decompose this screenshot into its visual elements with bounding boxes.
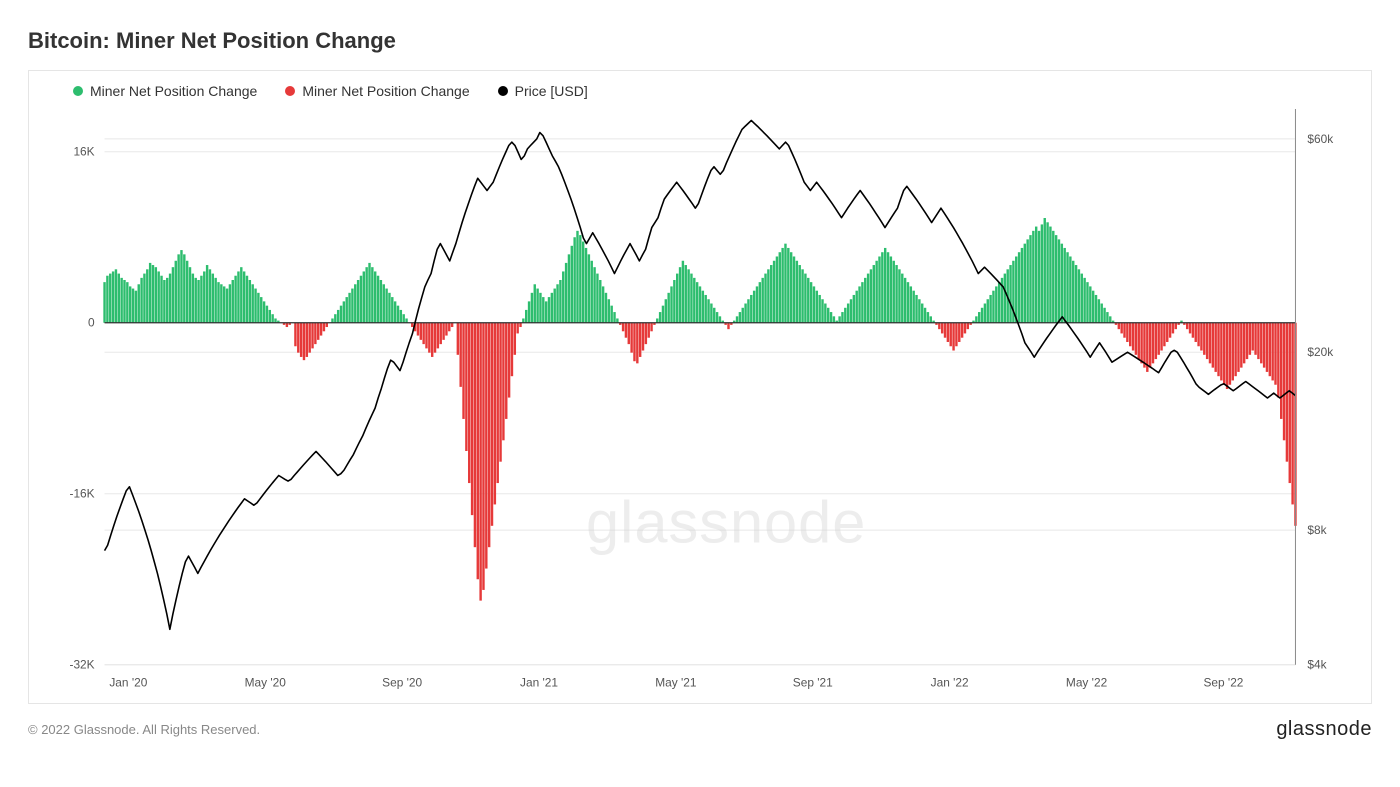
- svg-text:$8k: $8k: [1307, 523, 1326, 537]
- svg-text:Sep '20: Sep '20: [382, 676, 422, 690]
- legend-item-price: Price [USD]: [498, 83, 588, 99]
- legend: Miner Net Position Change Miner Net Posi…: [73, 83, 1355, 99]
- svg-text:Jan '20: Jan '20: [109, 676, 147, 690]
- chart-frame: Miner Net Position Change Miner Net Posi…: [28, 70, 1372, 704]
- svg-text:Sep '22: Sep '22: [1203, 676, 1243, 690]
- svg-text:Jan '22: Jan '22: [931, 676, 969, 690]
- svg-text:Sep '21: Sep '21: [793, 676, 833, 690]
- swatch-dot-black: [498, 86, 508, 96]
- svg-text:$4k: $4k: [1307, 658, 1326, 672]
- chart-title: Bitcoin: Miner Net Position Change: [28, 28, 1372, 54]
- svg-text:16K: 16K: [73, 145, 94, 159]
- copyright: © 2022 Glassnode. All Rights Reserved.: [28, 722, 260, 737]
- svg-text:May '22: May '22: [1066, 676, 1108, 690]
- svg-text:May '20: May '20: [245, 676, 287, 690]
- swatch-dot-red: [285, 86, 295, 96]
- svg-text:Jan '21: Jan '21: [520, 676, 558, 690]
- footer: © 2022 Glassnode. All Rights Reserved. g…: [28, 718, 1372, 741]
- svg-text:-16K: -16K: [69, 487, 94, 501]
- legend-label: Miner Net Position Change: [302, 83, 469, 99]
- svg-text:$60k: $60k: [1307, 132, 1333, 146]
- svg-text:May '21: May '21: [655, 676, 697, 690]
- svg-text:-32K: -32K: [69, 658, 94, 672]
- legend-label: Price [USD]: [515, 83, 588, 99]
- svg-text:0: 0: [88, 316, 95, 330]
- legend-item-positive: Miner Net Position Change: [73, 83, 257, 99]
- brand-logo: glassnode: [1276, 718, 1372, 741]
- svg-text:$20k: $20k: [1307, 345, 1333, 359]
- chart-plot: glassnode 16K 0 -16K -32K $60k $20k $8k $4k Jan '…: [45, 109, 1355, 695]
- legend-label: Miner Net Position Change: [90, 83, 257, 99]
- watermark: glassnode: [586, 488, 866, 555]
- swatch-dot-green: [73, 86, 83, 96]
- legend-item-negative: Miner Net Position Change: [285, 83, 469, 99]
